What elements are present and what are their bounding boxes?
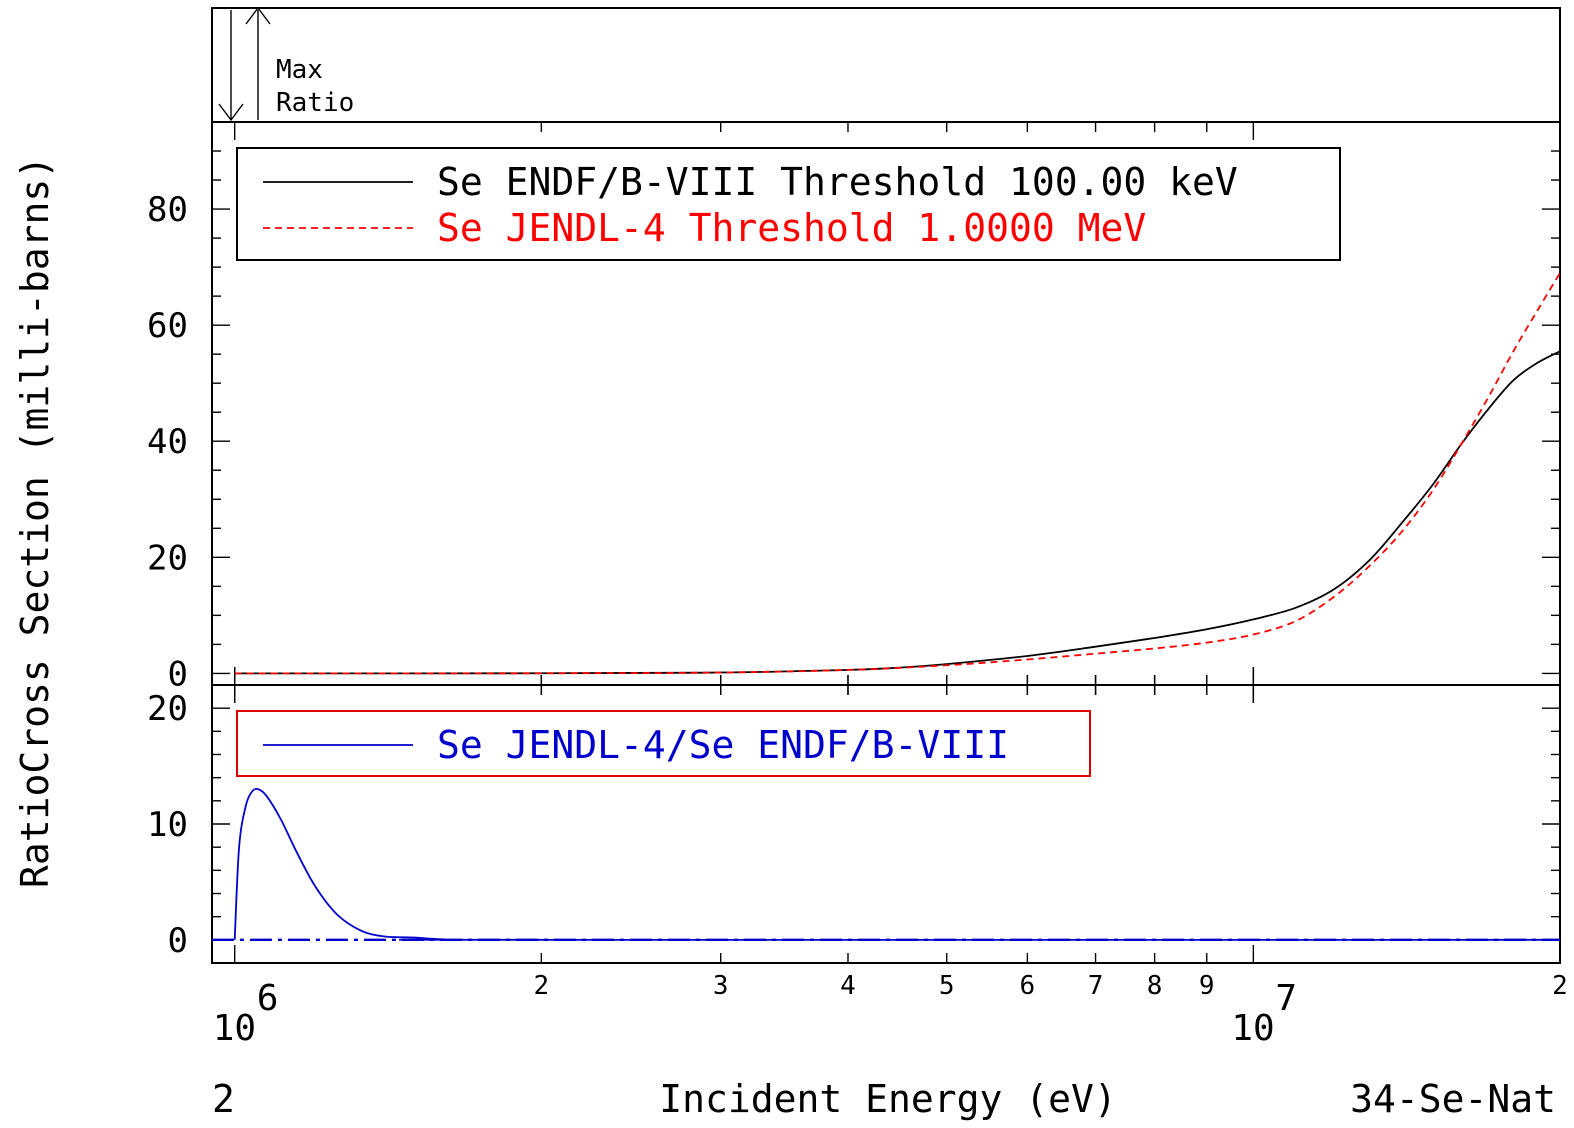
series-line-ratio	[233, 787, 1560, 941]
x-decade-exponent: 7	[1275, 978, 1297, 1019]
x-axis-title: Incident Energy (eV)	[659, 1077, 1117, 1121]
x-tick-label: 8	[1147, 971, 1163, 1001]
x-decade-label: 10	[1231, 1008, 1274, 1049]
legend-entry: Se ENDF/B-VIII Threshold 100.00 keV	[437, 160, 1238, 204]
series-line-endf-b-viii	[234, 350, 1560, 675]
series-line-jendl-4	[234, 272, 1560, 675]
x-decade-label: 10	[213, 1008, 256, 1049]
x-tick-label: 2	[1552, 971, 1568, 1001]
x-decade-exponent: 6	[257, 978, 279, 1019]
ratio-y-tick-label: 0	[168, 921, 188, 961]
x-tick-label: 4	[840, 971, 856, 1001]
y-tick-label: 40	[147, 422, 188, 462]
arrow-down-head-icon	[218, 103, 244, 122]
legend-entry: Se JENDL-4 Threshold 1.0000 MeV	[437, 206, 1146, 250]
ratio-y-tick-label: 20	[147, 689, 188, 729]
x-tick-label: 2	[534, 971, 550, 1001]
max-ratio-label: Max	[276, 55, 323, 85]
y-tick-label: 80	[147, 190, 188, 230]
x-tick-label: 7	[1088, 971, 1104, 1001]
max-ratio-label: Ratio	[276, 88, 354, 118]
cross-section-axis-title: Cross Section (milli-barns)	[13, 156, 57, 774]
legend-ratio	[236, 710, 1091, 777]
y-tick-label: 0	[168, 654, 188, 694]
corner-left-label: 2	[212, 1077, 235, 1121]
legend-entry: Se JENDL-4/Se ENDF/B-VIII	[437, 723, 1009, 767]
x-tick-label: 3	[713, 971, 729, 1001]
y-tick-label: 60	[147, 306, 188, 346]
y-axis-title: RatioCross Section (milli-barns)	[13, 156, 57, 888]
legend-cross-section	[236, 147, 1341, 261]
material-label: 34-Se-Nat	[1350, 1077, 1556, 1121]
x-tick-label: 6	[1020, 971, 1036, 1001]
arrow-up-head-icon	[245, 6, 271, 25]
ratio-axis-title: Ratio	[13, 774, 57, 888]
max-ratio-panel-frame	[211, 7, 1561, 123]
x-tick-label: 9	[1199, 971, 1215, 1001]
ratio-y-tick-label: 10	[147, 805, 188, 845]
x-tick-label: 5	[939, 971, 955, 1001]
y-tick-label: 20	[147, 538, 188, 578]
